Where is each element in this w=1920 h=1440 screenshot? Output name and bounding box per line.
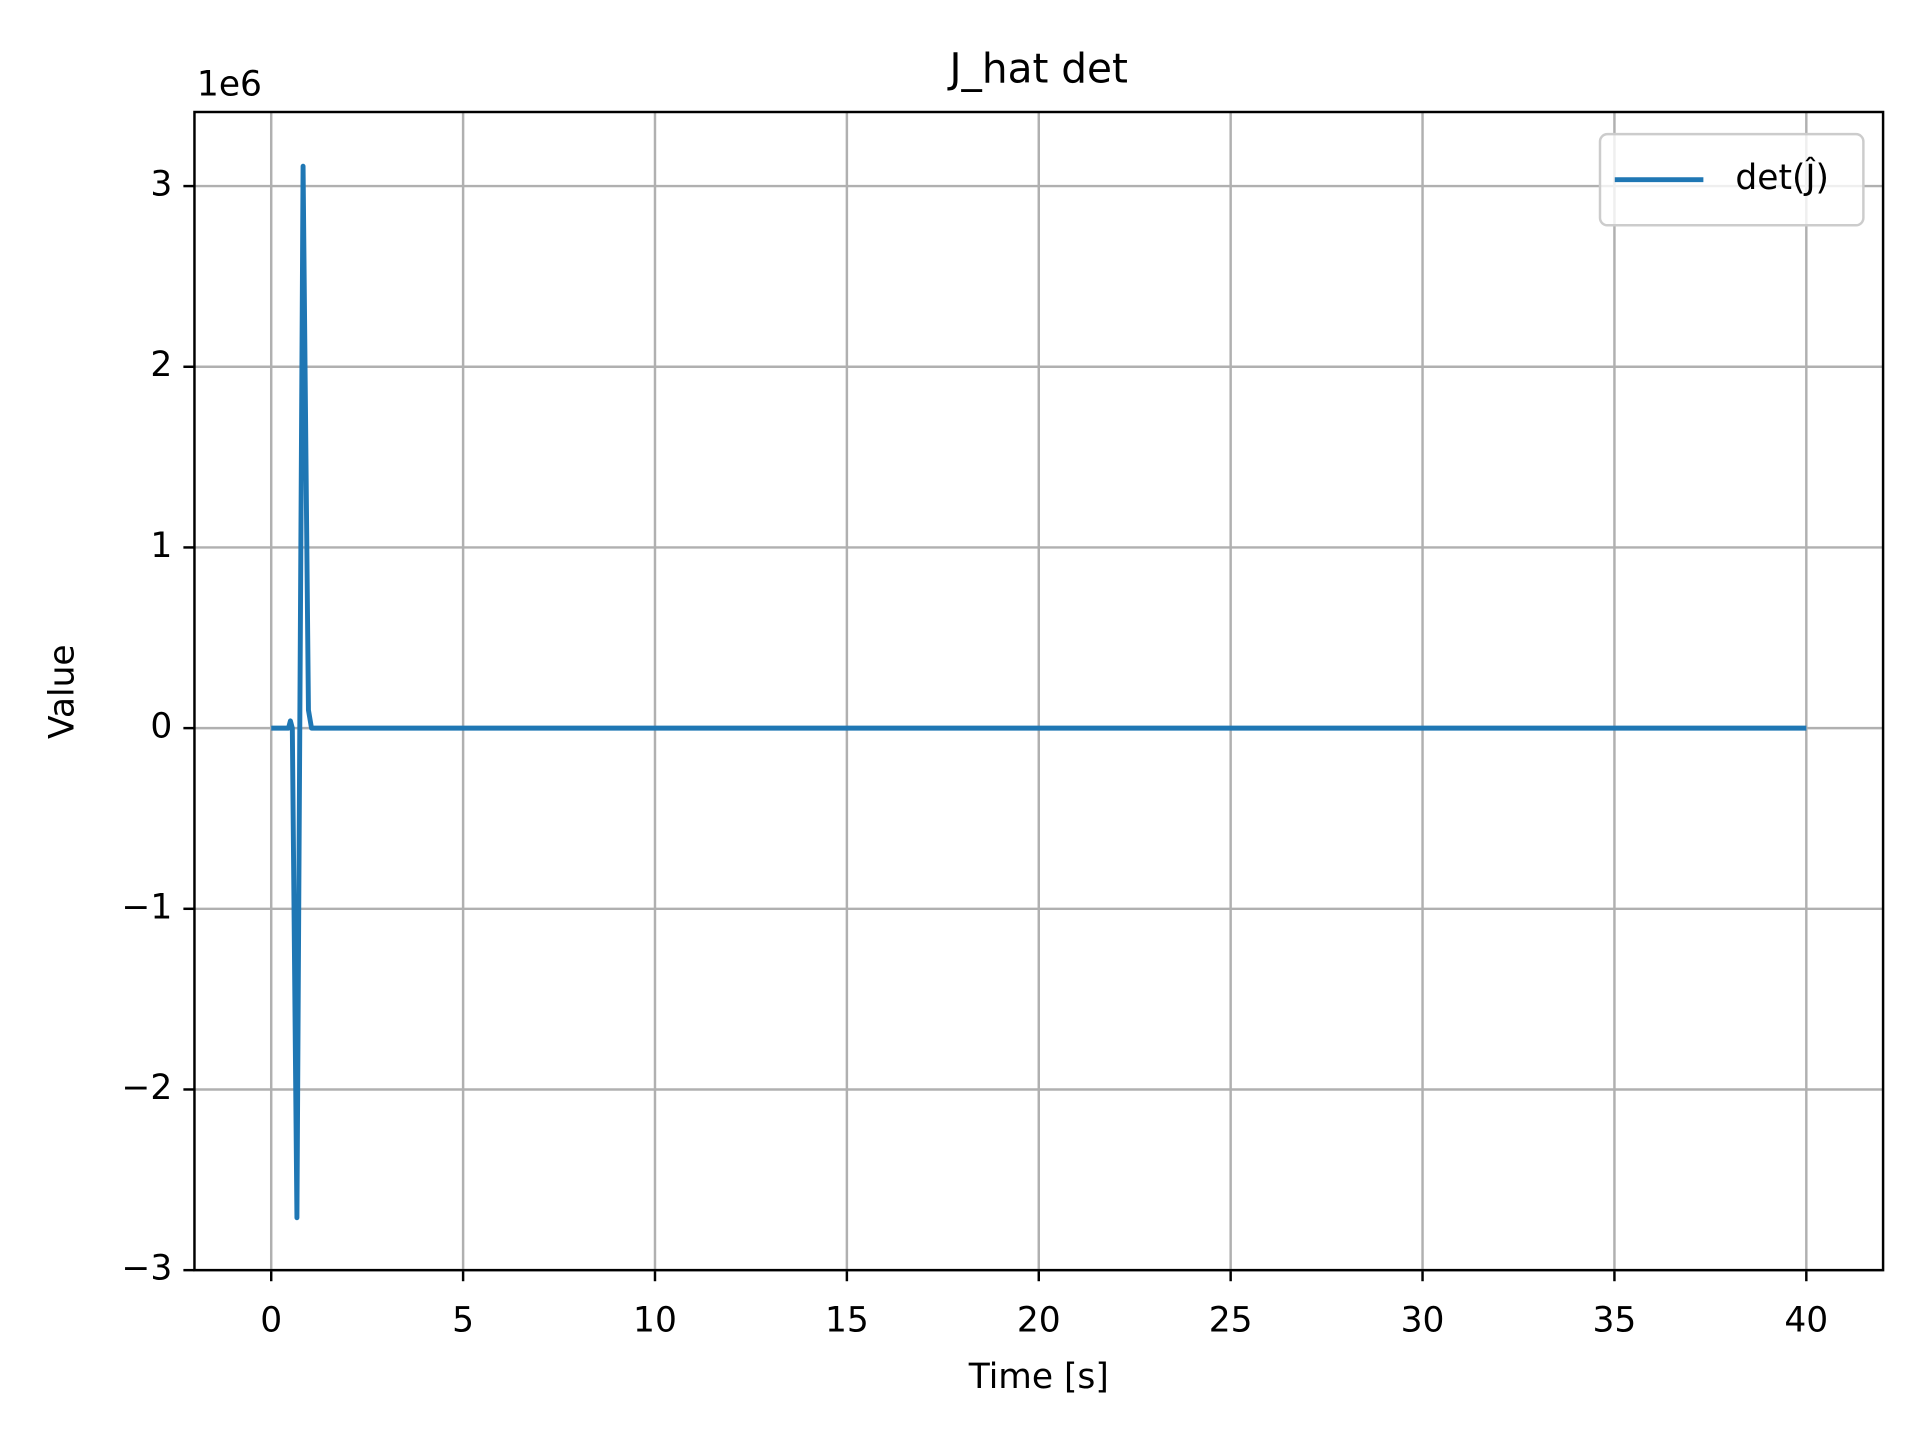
- x-tick-label: 10: [633, 1300, 677, 1340]
- offset-text: 1e6: [197, 65, 262, 105]
- legend-box: [1598, 132, 1865, 227]
- x-tick-label: 25: [1209, 1300, 1253, 1340]
- y-tick-label: 0: [150, 707, 172, 747]
- y-tick-label: −3: [122, 1249, 173, 1289]
- plot-frame: [193, 110, 1885, 1272]
- x-tick-label: 30: [1401, 1300, 1445, 1340]
- chart-title: J_hat det: [947, 44, 1128, 92]
- y-tick-label: 3: [150, 165, 172, 205]
- x-tick-label: 20: [1017, 1300, 1061, 1340]
- x-tick-label: 5: [452, 1300, 474, 1340]
- y-axis-label: Value: [43, 644, 83, 739]
- x-tick-label: 40: [1784, 1300, 1828, 1340]
- x-tick-label: 35: [1593, 1300, 1637, 1340]
- x-tick-label: 0: [260, 1300, 282, 1340]
- x-axis-label: Time [s]: [968, 1357, 1109, 1397]
- x-tick-label: 15: [825, 1300, 869, 1340]
- y-tick-label: 1: [150, 526, 172, 566]
- legend-label: det(Ĵ): [1735, 157, 1829, 198]
- y-tick-label: −1: [122, 887, 173, 927]
- y-tick-label: −2: [122, 1068, 173, 1108]
- y-tick-label: 2: [150, 345, 172, 385]
- data-line: [271, 163, 1807, 1221]
